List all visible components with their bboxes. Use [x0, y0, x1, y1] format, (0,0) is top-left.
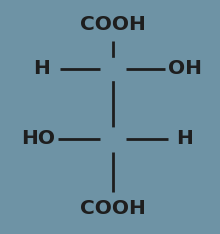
Bar: [102, 58, 124, 80]
Text: COOH: COOH: [80, 15, 146, 33]
Text: H: H: [177, 129, 193, 149]
Bar: [102, 128, 124, 150]
Text: H: H: [34, 59, 50, 78]
Text: OH: OH: [168, 59, 202, 78]
Text: COOH: COOH: [80, 200, 146, 219]
Text: HO: HO: [21, 129, 55, 149]
